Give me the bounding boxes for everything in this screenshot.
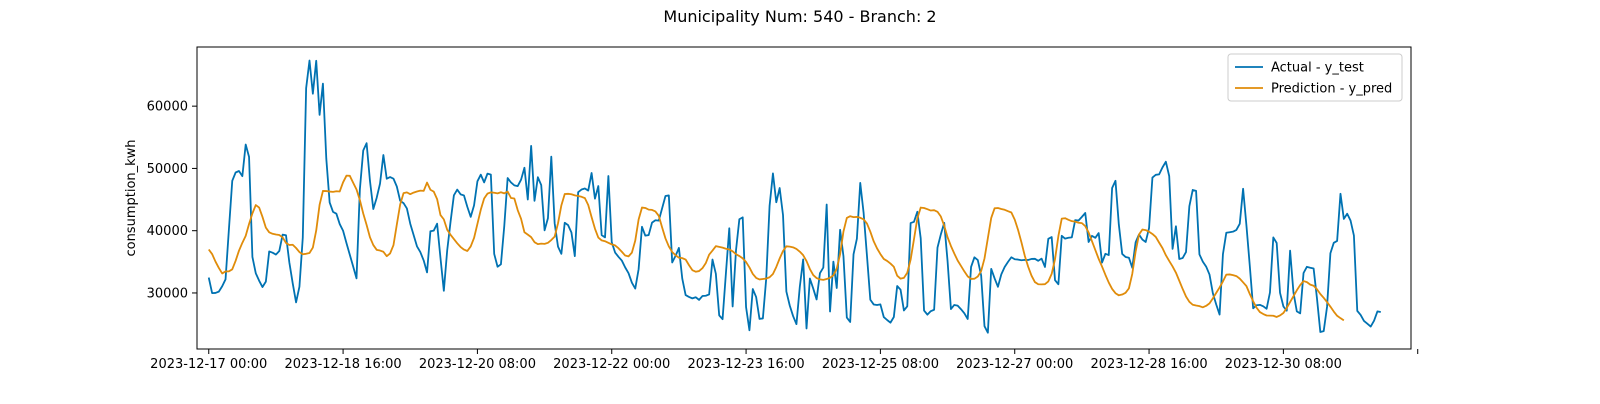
legend-label: Prediction - y_pred xyxy=(1271,82,1392,97)
chart-title: Municipality Num: 540 - Branch: 2 xyxy=(663,7,936,26)
x-tick-label: 2023-12-30 08:00 xyxy=(1225,357,1342,372)
x-tick-label: 2023-12-18 16:00 xyxy=(285,357,402,372)
y-tick-label: 30000 xyxy=(147,286,188,301)
legend-box xyxy=(1227,53,1403,102)
x-tick-label: 2023-12-27 00:00 xyxy=(956,357,1073,372)
series-line-actual xyxy=(207,59,1381,334)
y-tick-label: 60000 xyxy=(147,100,188,115)
x-tick-label: 2023-12-20 08:00 xyxy=(419,357,536,372)
y-tick-label: 40000 xyxy=(147,224,188,239)
y-axis: 30000 40000 50000 60000 xyxy=(147,100,197,301)
legend: Actual - y_test Prediction - y_pred xyxy=(1227,53,1403,102)
x-tick-label: 2023-12-17 00:00 xyxy=(150,357,267,372)
legend-label: Actual - y_test xyxy=(1271,61,1364,76)
x-tick-label: 2023-12-22 00:00 xyxy=(553,357,670,372)
y-axis-label: consumption_kwh xyxy=(124,139,139,256)
y-tick-label: 50000 xyxy=(147,162,188,177)
series-line-prediction xyxy=(208,174,1345,322)
x-tick-label: 2023-12-28 16:00 xyxy=(1090,357,1207,372)
plot-frame xyxy=(196,46,1412,350)
x-axis: 2023-12-17 00:00 2023-12-18 16:00 2023-12-… xyxy=(150,349,1419,372)
x-tick-label: 2023-12-25 08:00 xyxy=(822,357,939,372)
plot-series xyxy=(207,59,1381,334)
x-tick-label: 2023-12-23 16:00 xyxy=(687,357,804,372)
